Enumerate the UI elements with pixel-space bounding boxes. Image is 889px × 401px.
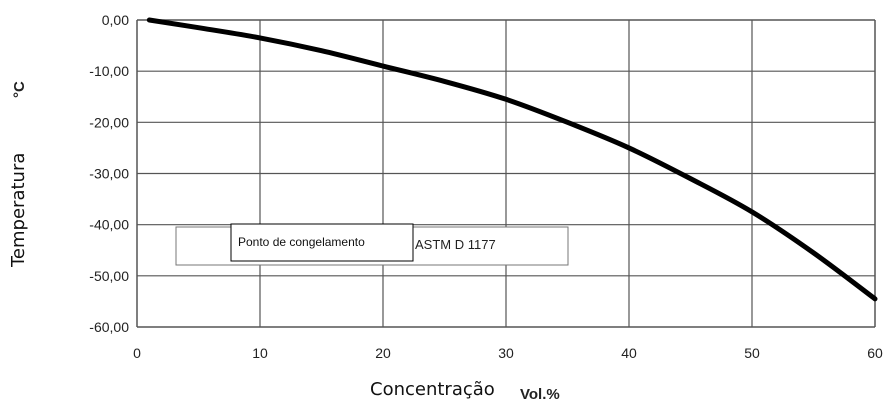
x-axis-title: Concentração — [370, 379, 495, 400]
x-tick-label: 30 — [498, 345, 514, 361]
tick-labels: 0 10 20 30 40 50 60 0,00 -10,00 -20,00 -30,00 -40,0… — [89, 12, 883, 361]
y-tick-label: -10,00 — [89, 63, 129, 79]
series-line — [146, 17, 878, 302]
y-tick-label: -40,00 — [89, 217, 129, 233]
y-axis-unit: °C — [11, 81, 28, 98]
y-tick-label: -20,00 — [89, 114, 129, 130]
x-tick-label: 10 — [252, 345, 268, 361]
y-tick-label: -30,00 — [89, 166, 129, 182]
legend-label-box — [230, 223, 414, 262]
y-tick-label: -60,00 — [89, 319, 129, 335]
x-axis-unit: Vol.% — [520, 386, 560, 401]
x-tick-label: 50 — [744, 345, 760, 361]
x-tick-label: 40 — [621, 345, 637, 361]
x-tick-label: 60 — [867, 345, 883, 361]
x-tick-label: 0 — [133, 345, 141, 361]
grid — [136, 19, 876, 328]
legend-standard: ASTM D 1177 — [415, 237, 496, 252]
x-tick-label: 20 — [375, 345, 391, 361]
legend-label: Ponto de congelamento — [238, 235, 365, 249]
y-axis-title: Temperatura — [8, 153, 29, 268]
y-tick-label: -50,00 — [89, 268, 129, 284]
y-tick-label: 0,00 — [102, 12, 129, 28]
